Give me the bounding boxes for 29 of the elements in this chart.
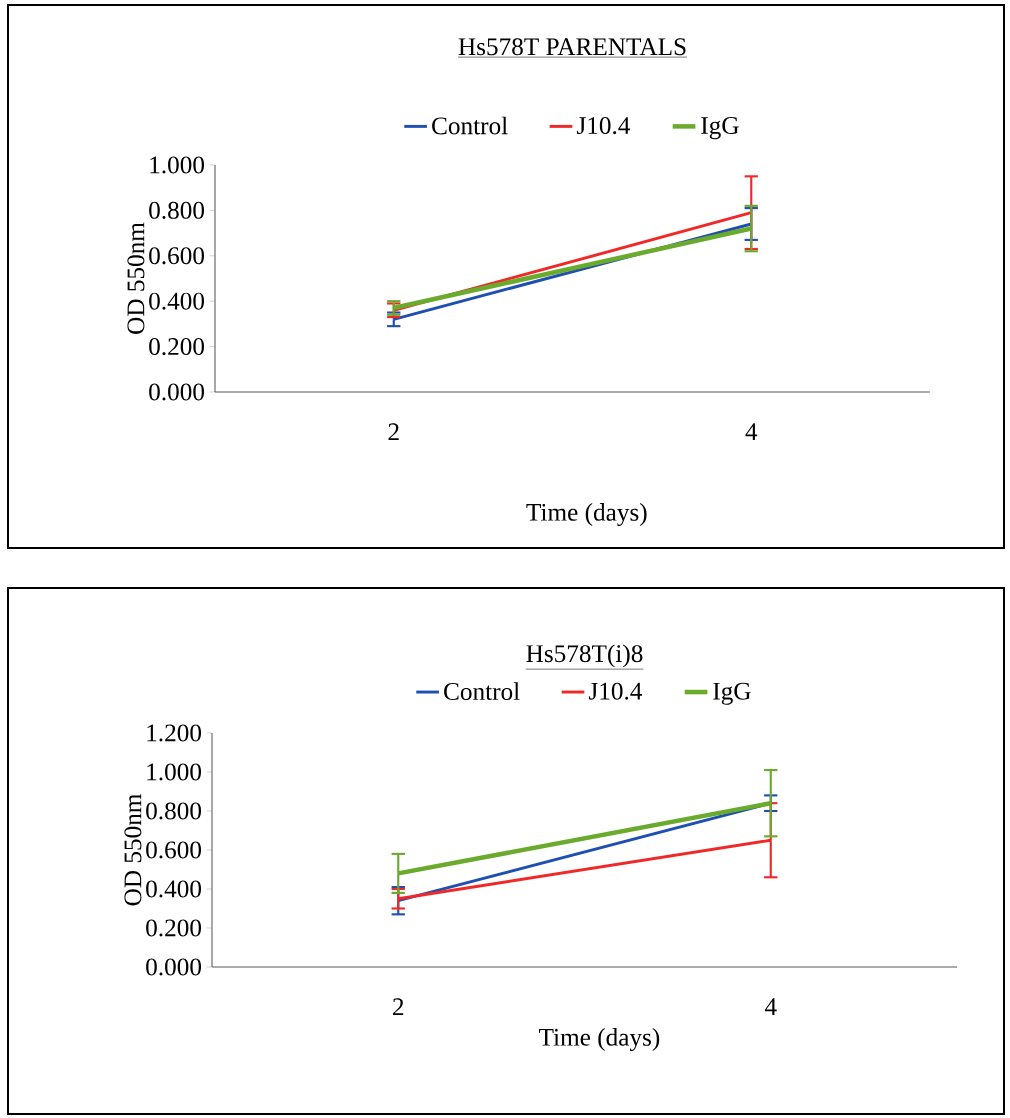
legend-label: J10.4	[576, 117, 631, 135]
chart-title: Hs578T(i)8	[526, 644, 643, 668]
y-tick-label: 1.200	[147, 724, 201, 742]
x-tick-label: 4	[745, 423, 758, 440]
y-tick-label: 0.600	[146, 841, 201, 859]
x-tick-label: 2	[393, 998, 404, 1016]
x-tick-label: 4	[764, 998, 777, 1015]
x-axis-title: Time (days)	[526, 503, 647, 527]
y-tick-label: 0.200	[146, 919, 201, 937]
y-tick-label: 0.400	[146, 880, 201, 898]
y-tick-label: 0.800	[149, 201, 204, 219]
legend-label: J10.4	[588, 682, 643, 700]
y-tick-label: 0.800	[146, 802, 201, 820]
y-axis-title: OD 550nm	[127, 222, 145, 334]
y-axis-title: OD 550nm	[124, 793, 142, 906]
y-tick-label: 0.200	[149, 338, 204, 356]
legend-label: IgG	[713, 682, 751, 705]
x-axis-title: Time (days)	[538, 1028, 660, 1051]
y-tick-label: 1.000	[150, 156, 204, 174]
legend-label: IgG	[701, 117, 739, 140]
y-tick-label: 1.000	[147, 763, 201, 781]
chart-title: Hs578T PARENTALS	[458, 38, 686, 56]
y-tick-label: 0.000	[149, 383, 204, 401]
x-tick-label: 2	[388, 423, 399, 441]
legend-label: Control	[432, 116, 508, 135]
legend-label: Control	[444, 682, 520, 701]
y-tick-label: 0.600	[149, 247, 204, 265]
y-tick-label: 0.400	[149, 292, 204, 310]
y-tick-label: 0.000	[146, 958, 201, 976]
